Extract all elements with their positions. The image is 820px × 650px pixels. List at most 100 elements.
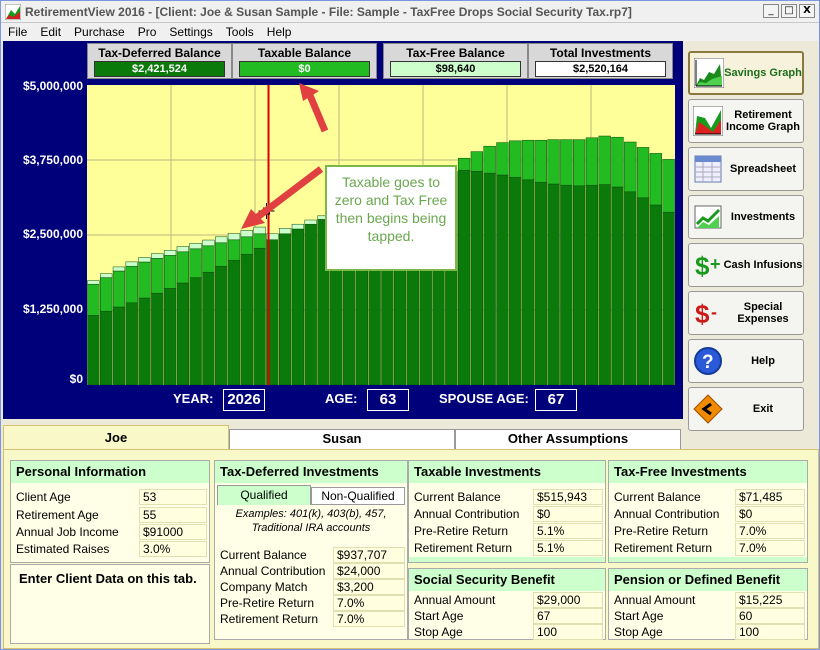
bar-tax-free[interactable] bbox=[291, 223, 305, 230]
td-current-balance-field[interactable]: $937,707 bbox=[333, 547, 405, 563]
td-current-balance-label: Current Balance bbox=[220, 548, 307, 562]
tx-pre-retire-field[interactable]: 5.1% bbox=[533, 523, 603, 539]
maximize-button[interactable]: □ bbox=[781, 4, 797, 18]
special-expenses-button[interactable]: $ - Special Expenses bbox=[688, 291, 804, 335]
tf-pre-retire-field[interactable]: 7.0% bbox=[735, 523, 805, 539]
td-retirement-return-label: Retirement Return bbox=[220, 612, 319, 626]
annotation-callout: Taxable goes to zero and Tax Free then b… bbox=[325, 165, 457, 271]
bar-tax-free[interactable] bbox=[266, 233, 279, 240]
pension-start-age-field[interactable]: 60 bbox=[735, 608, 805, 624]
ss-annual-amount-field[interactable]: $29,000 bbox=[533, 592, 603, 608]
help-button[interactable]: ? Help bbox=[688, 339, 804, 383]
tf-current-balance-field[interactable]: $71,485 bbox=[735, 489, 805, 505]
bar-taxable[interactable] bbox=[649, 153, 662, 206]
company-match-field[interactable]: $3,200 bbox=[333, 579, 405, 595]
tab-joe[interactable]: Joe bbox=[3, 425, 229, 451]
tf-retirement-return-label: Retirement Return bbox=[614, 541, 713, 555]
bar-tax-free[interactable] bbox=[215, 236, 228, 244]
ss-start-age-row: Start Age 67 bbox=[409, 608, 605, 625]
pension-title: Pension or Defined Benefit bbox=[609, 569, 807, 591]
menu-edit[interactable]: Edit bbox=[40, 25, 62, 39]
exit-button[interactable]: Exit bbox=[688, 387, 804, 431]
bar-taxable[interactable] bbox=[509, 140, 522, 178]
menu-help[interactable]: Help bbox=[266, 25, 292, 39]
tab-other-assumptions[interactable]: Other Assumptions bbox=[455, 429, 681, 449]
tab-susan[interactable]: Susan bbox=[229, 429, 455, 449]
client-age-label: Client Age bbox=[16, 490, 71, 504]
tax-deferred-total-value: $2,421,524 bbox=[94, 61, 225, 77]
bar-taxable[interactable] bbox=[636, 147, 650, 199]
bar-tax-free[interactable] bbox=[163, 250, 177, 256]
minimize-button[interactable]: _ bbox=[763, 4, 779, 18]
ss-stop-age-label: Stop Age bbox=[414, 625, 463, 639]
retirement-age-field[interactable]: 55 bbox=[139, 507, 207, 523]
bar-tax-free[interactable] bbox=[189, 243, 202, 250]
ss-stop-age-row: Stop Age 100 bbox=[409, 624, 605, 641]
pension-annual-amount-field[interactable]: $15,225 bbox=[735, 592, 805, 608]
td-pre-retire-row: Pre-Retire Return 7.0% bbox=[215, 595, 407, 612]
menu-purchase[interactable]: Purchase bbox=[74, 25, 125, 39]
tax-free-section: Tax-Free Investments Current Balance $71… bbox=[608, 460, 808, 563]
bar-taxable[interactable] bbox=[572, 139, 586, 187]
tab-non-qualified[interactable]: Non-Qualified bbox=[311, 487, 405, 505]
retirement-income-graph-button[interactable]: Retirement Income Graph bbox=[688, 99, 804, 143]
menu-settings[interactable]: Settings bbox=[169, 25, 213, 39]
tf-annual-contribution-field[interactable]: $0 bbox=[735, 506, 805, 522]
income-graph-icon bbox=[693, 106, 723, 136]
bar-tax-free[interactable] bbox=[138, 257, 151, 263]
tx-pre-retire-label: Pre-Retire Return bbox=[414, 524, 509, 538]
bar-tax-free[interactable] bbox=[202, 239, 215, 247]
bar-taxable[interactable] bbox=[496, 142, 509, 176]
bar-taxable[interactable] bbox=[585, 137, 599, 186]
tf-retirement-return-field[interactable]: 7.0% bbox=[735, 540, 805, 556]
menu-file[interactable]: File bbox=[8, 25, 28, 39]
bar-taxable[interactable] bbox=[598, 135, 611, 185]
tx-retirement-return-field[interactable]: 5.1% bbox=[533, 540, 603, 556]
bar-tax-free[interactable] bbox=[87, 280, 100, 285]
job-income-row: Annual Job Income $91000 bbox=[11, 524, 209, 541]
bar-taxable[interactable] bbox=[521, 139, 535, 181]
raises-field[interactable]: 3.0% bbox=[139, 541, 207, 557]
ss-stop-age-field[interactable]: 100 bbox=[533, 624, 603, 640]
ss-start-age-field[interactable]: 67 bbox=[533, 608, 603, 624]
job-income-field[interactable]: $91000 bbox=[139, 524, 207, 540]
spreadsheet-button[interactable]: Spreadsheet bbox=[688, 147, 804, 191]
cash-infusions-button[interactable]: $ + Cash Infusions bbox=[688, 243, 804, 287]
bar-taxable[interactable] bbox=[534, 139, 547, 183]
savings-graph-button[interactable]: Savings Graph bbox=[688, 51, 804, 95]
tx-retirement-return-row: Retirement Return 5.1% bbox=[409, 540, 605, 557]
pension-stop-age-field[interactable]: 100 bbox=[735, 624, 805, 640]
retirement-age-row: Retirement Age 55 bbox=[11, 507, 209, 524]
td-pre-retire-field[interactable]: 7.0% bbox=[333, 595, 405, 611]
bar-taxable[interactable] bbox=[560, 139, 573, 186]
menu-pro[interactable]: Pro bbox=[137, 25, 157, 39]
tab-qualified[interactable]: Qualified bbox=[217, 485, 311, 505]
bar-taxable[interactable] bbox=[470, 151, 484, 172]
td-annual-contribution-field[interactable]: $24,000 bbox=[333, 563, 405, 579]
ss-annual-amount-label: Annual Amount bbox=[414, 593, 496, 607]
bar-taxable[interactable] bbox=[662, 159, 675, 213]
menu-tools[interactable]: Tools bbox=[225, 25, 254, 39]
client-age-field[interactable]: 53 bbox=[139, 489, 207, 505]
bar-tax-free[interactable] bbox=[278, 228, 292, 235]
bar-taxable[interactable] bbox=[547, 139, 560, 185]
close-button[interactable]: X bbox=[799, 4, 815, 18]
bar-tax-free[interactable] bbox=[240, 230, 253, 238]
bar-taxable[interactable] bbox=[624, 141, 637, 193]
bar-tax-free[interactable] bbox=[253, 226, 266, 235]
bar-tax-free[interactable] bbox=[151, 253, 164, 259]
bar-tax-free[interactable] bbox=[112, 266, 126, 272]
bar-tax-free[interactable] bbox=[304, 219, 317, 225]
chart-plot[interactable] bbox=[87, 85, 675, 386]
bar-tax-free[interactable] bbox=[227, 233, 241, 241]
bar-taxable[interactable] bbox=[483, 145, 496, 174]
tx-annual-contribution-field[interactable]: $0 bbox=[533, 506, 603, 522]
bar-taxable[interactable] bbox=[611, 136, 624, 188]
tx-current-balance-field[interactable]: $515,943 bbox=[533, 489, 603, 505]
bar-tax-free[interactable] bbox=[176, 246, 190, 253]
investments-button[interactable]: Investments bbox=[688, 195, 804, 239]
bar-taxable[interactable] bbox=[457, 157, 471, 171]
bar-tax-free[interactable] bbox=[100, 273, 113, 278]
bar-tax-free[interactable] bbox=[125, 261, 138, 267]
td-retirement-return-field[interactable]: 7.0% bbox=[333, 611, 405, 627]
